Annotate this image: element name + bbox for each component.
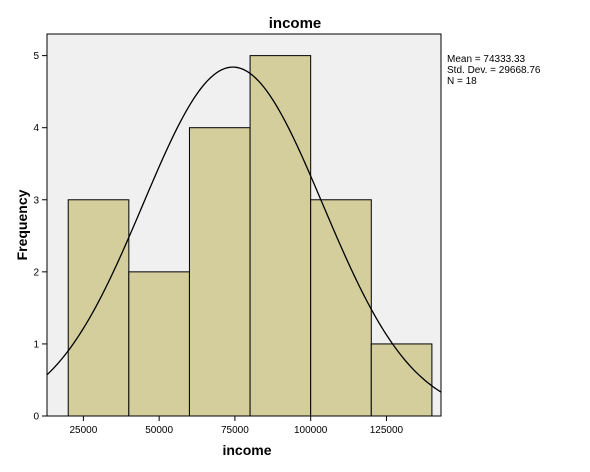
y-tick-label: 4 xyxy=(33,123,39,134)
x-tick-label: 75000 xyxy=(221,425,249,436)
y-tick-label: 5 xyxy=(33,51,39,62)
stats-std-dev: Std. Dev. = 29668.76 xyxy=(447,65,541,76)
x-tick-label: 50000 xyxy=(145,425,173,436)
histogram-bar xyxy=(67,199,130,417)
histogram-bar xyxy=(249,55,312,417)
y-axis-label: Frequency xyxy=(14,189,30,260)
normal-curve xyxy=(46,66,442,393)
bars-group xyxy=(67,55,433,417)
chart-title: income xyxy=(269,15,322,32)
x-tick-label: 125000 xyxy=(370,425,404,436)
y-tick-label: 1 xyxy=(33,339,39,350)
axes-group: 25000 50000 75000 100000 125000 0 1 2 3 4 5 xyxy=(33,51,403,436)
y-tick-label: 3 xyxy=(33,195,39,206)
x-tick-label: 100000 xyxy=(294,425,328,436)
x-tick-label: 25000 xyxy=(69,425,97,436)
x-axis-label: income xyxy=(222,442,271,458)
y-tick-label: 2 xyxy=(33,267,39,278)
histogram-bar xyxy=(310,199,372,417)
stats-n: N = 18 xyxy=(447,76,477,87)
histogram-bar xyxy=(128,271,190,417)
stats-mean: Mean = 74333.33 xyxy=(447,54,526,65)
histogram-bar xyxy=(188,127,251,417)
stats-box: Mean = 74333.33 Std. Dev. = 29668.76 N =… xyxy=(447,54,541,87)
histogram-bar xyxy=(370,343,433,417)
y-tick-label: 0 xyxy=(33,412,39,423)
